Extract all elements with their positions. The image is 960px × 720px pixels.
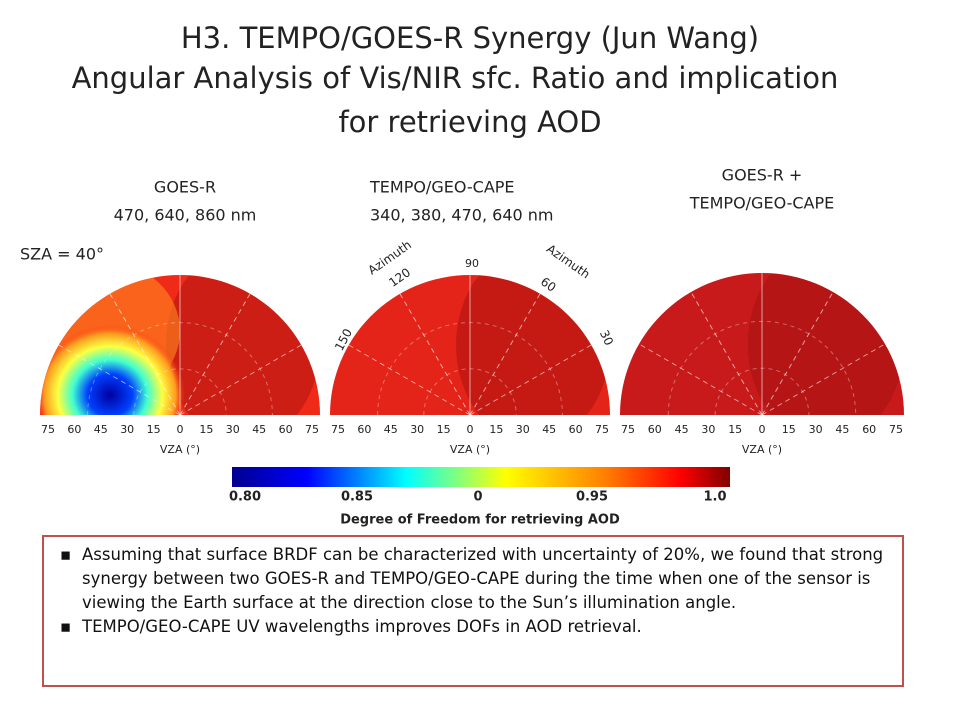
vza-tick-label: 45	[542, 423, 556, 436]
colorbar-label: 0	[473, 490, 482, 505]
panel-title: GOES-R	[154, 178, 216, 197]
polar-annotation: Azimuth	[544, 242, 593, 282]
panel-title: 470, 640, 860 nm	[114, 206, 257, 225]
polar-spoke	[761, 343, 886, 415]
panel-title: TEMPO/GEO-CAPE	[689, 194, 835, 213]
vza-tick-label: 30	[226, 423, 240, 436]
vza-tick-label: 30	[410, 423, 424, 436]
vza-tick-label: 45	[384, 423, 398, 436]
polar-shade	[747, 273, 904, 415]
colorbar-title: Degree of Freedom for retrieving AOD	[340, 513, 620, 528]
colorbar-label: 0.95	[576, 490, 608, 505]
polar-annotation: 60	[538, 274, 559, 294]
colorbar-label: 0.85	[341, 490, 373, 505]
polar-annotation: 30	[597, 328, 616, 348]
vza-tick-label: 30	[809, 423, 823, 436]
vza-axis-label: VZA (°)	[450, 443, 490, 456]
vza-tick-label: 15	[782, 423, 796, 436]
polar-blob	[40, 325, 185, 415]
polar-spoke	[690, 291, 763, 415]
colorbar	[232, 467, 730, 487]
bullet-box: Assuming that surface BRDF can be charac…	[42, 535, 904, 687]
vza-tick-label: 15	[147, 423, 161, 436]
vza-tick-label: 75	[305, 423, 319, 436]
vza-tick-label: 30	[701, 423, 715, 436]
vza-tick-label: 15	[437, 423, 451, 436]
vza-tick-label: 45	[835, 423, 849, 436]
vza-tick-label: 30	[120, 423, 134, 436]
polar-plot	[620, 273, 904, 415]
vza-axis-label: VZA (°)	[160, 443, 200, 456]
polar-spoke	[638, 343, 763, 415]
vza-tick-label: 60	[569, 423, 583, 436]
colorbar-label: 0.80	[229, 490, 261, 505]
vza-tick-label: 15	[199, 423, 213, 436]
vza-tick-label: 75	[621, 423, 635, 436]
vza-tick-label: 60	[279, 423, 293, 436]
vza-tick-label: 60	[648, 423, 662, 436]
polar-annotation: 90	[465, 257, 479, 270]
polar-spoke	[761, 291, 834, 415]
vza-tick-label: 0	[177, 423, 184, 436]
vza-tick-label: 15	[489, 423, 503, 436]
polar-annotation: 120	[386, 265, 413, 290]
title-line: H3. TEMPO/GOES-R Synergy (Jun Wang)	[181, 21, 759, 55]
vza-tick-label: 75	[41, 423, 55, 436]
vza-tick-label: 60	[862, 423, 876, 436]
sza-label: SZA = 40°	[20, 245, 104, 264]
vza-tick-label: 30	[516, 423, 530, 436]
colorbar-label: 1.0	[703, 490, 726, 505]
title-line: Angular Analysis of Vis/NIR sfc. Ratio a…	[72, 61, 839, 95]
vza-tick-label: 15	[728, 423, 742, 436]
vza-axis-label: VZA (°)	[742, 443, 782, 456]
vza-tick-label: 45	[94, 423, 108, 436]
vza-tick-label: 60	[357, 423, 371, 436]
slide-graphics: H3. TEMPO/GOES-R Synergy (Jun Wang) Angu…	[20, 21, 904, 528]
panel-title: 340, 380, 470, 640 nm	[370, 206, 553, 225]
vza-tick-label: 75	[331, 423, 345, 436]
vza-tick-label: 75	[889, 423, 903, 436]
vza-tick-label: 45	[675, 423, 689, 436]
panel-title: TEMPO/GEO-CAPE	[369, 178, 515, 197]
panel-title: GOES-R +	[722, 166, 803, 185]
vza-tick-label: 75	[595, 423, 609, 436]
vza-tick-label: 45	[252, 423, 266, 436]
bullet: Assuming that surface BRDF can be charac…	[60, 543, 892, 615]
title-line: for retrieving AOD	[338, 105, 601, 139]
polar-shade	[166, 275, 320, 415]
vza-tick-label: 0	[759, 423, 766, 436]
bullet: TEMPO/GEO-CAPE UV wavelengths improves D…	[60, 615, 892, 639]
vza-tick-label: 0	[467, 423, 474, 436]
vza-tick-label: 60	[67, 423, 81, 436]
